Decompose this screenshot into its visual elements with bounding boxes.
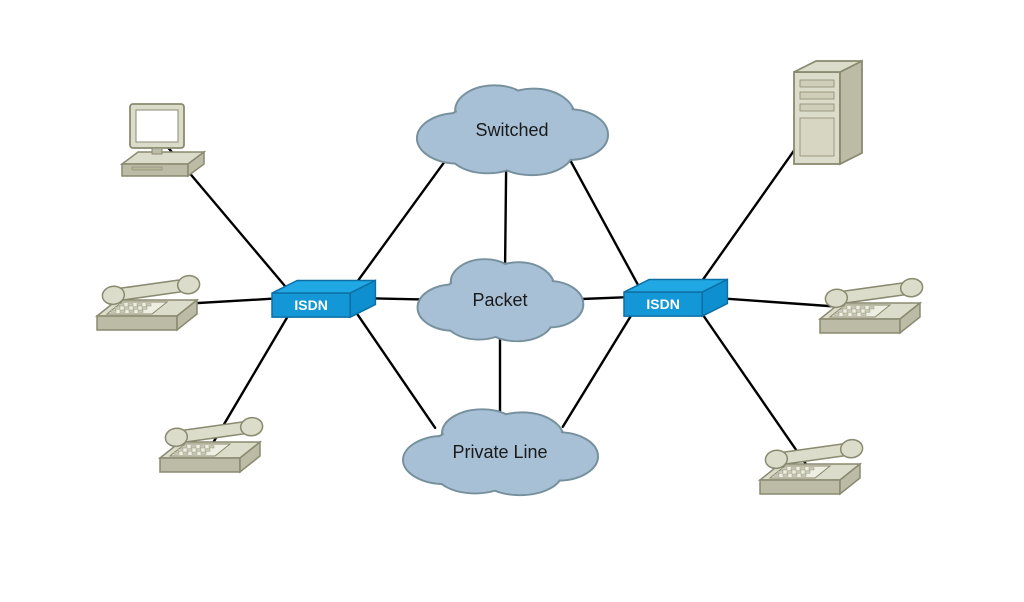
phone-left-bottom: [160, 416, 264, 472]
router-left: ISDN: [272, 281, 375, 318]
edge: [699, 309, 810, 470]
cloud-packet: Packet: [418, 259, 584, 341]
server-icon: [794, 61, 862, 164]
computer-icon: [122, 104, 204, 176]
cloud-switched: Switched: [417, 85, 608, 175]
router-left-label: ISDN: [294, 297, 327, 313]
network-diagram: Switched Packet Private Line ISDN ISDN: [0, 0, 1024, 602]
cloud-packet-label: Packet: [472, 290, 527, 310]
edge: [505, 169, 506, 264]
phone-left-middle: [97, 274, 201, 330]
cloud-switched-label: Switched: [475, 120, 548, 140]
edge: [353, 308, 435, 428]
router-right-label: ISDN: [646, 296, 679, 312]
edge: [353, 156, 449, 288]
cloud-private-line-label: Private Line: [452, 442, 547, 462]
router-right: ISDN: [624, 280, 727, 317]
edge: [563, 308, 636, 427]
phone-right-middle: [820, 277, 924, 333]
phone-right-bottom: [760, 438, 864, 494]
edge: [569, 158, 638, 285]
